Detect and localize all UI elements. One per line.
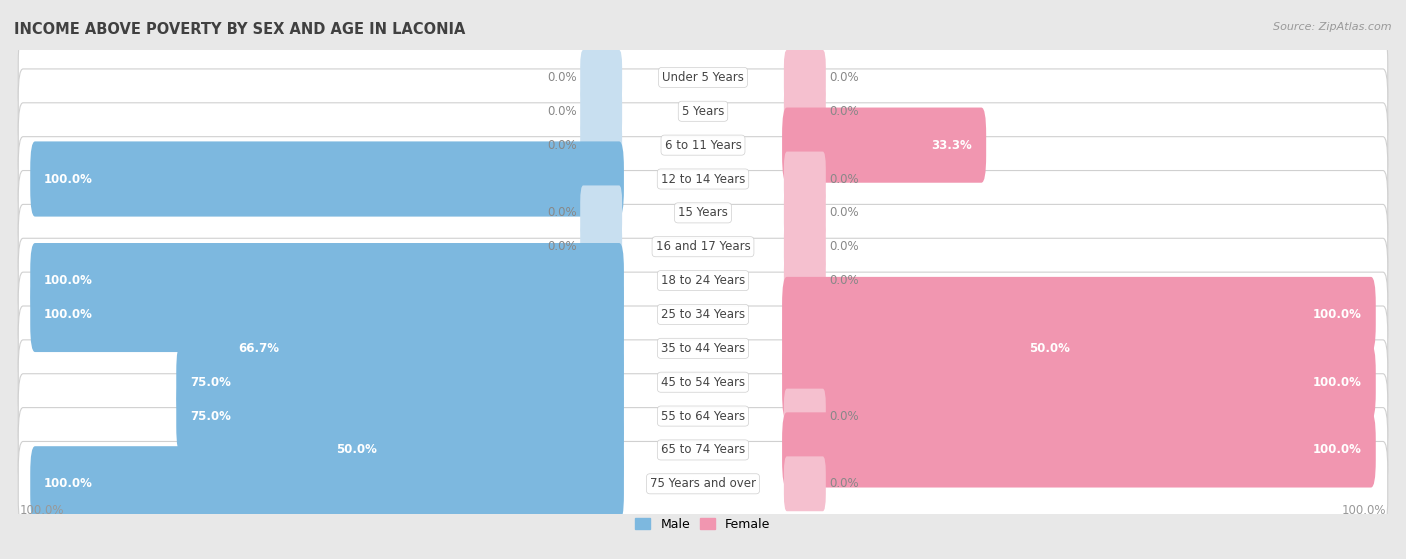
- FancyBboxPatch shape: [322, 413, 624, 487]
- Text: 0.0%: 0.0%: [547, 240, 578, 253]
- FancyBboxPatch shape: [18, 103, 1388, 187]
- Text: 0.0%: 0.0%: [547, 105, 578, 118]
- Text: 55 to 64 Years: 55 to 64 Years: [661, 410, 745, 423]
- FancyBboxPatch shape: [18, 340, 1388, 424]
- Text: 100.0%: 100.0%: [44, 173, 93, 186]
- FancyBboxPatch shape: [176, 344, 624, 420]
- Text: 12 to 14 Years: 12 to 14 Years: [661, 173, 745, 186]
- FancyBboxPatch shape: [31, 141, 624, 216]
- FancyBboxPatch shape: [581, 186, 621, 240]
- FancyBboxPatch shape: [18, 408, 1388, 492]
- Text: 100.0%: 100.0%: [1313, 308, 1362, 321]
- FancyBboxPatch shape: [31, 446, 624, 522]
- Text: 0.0%: 0.0%: [547, 71, 578, 84]
- Text: 100.0%: 100.0%: [20, 504, 65, 517]
- FancyBboxPatch shape: [785, 389, 825, 443]
- Text: 100.0%: 100.0%: [1313, 376, 1362, 389]
- Text: 0.0%: 0.0%: [828, 173, 859, 186]
- FancyBboxPatch shape: [176, 378, 624, 454]
- FancyBboxPatch shape: [31, 277, 624, 352]
- Text: 0.0%: 0.0%: [828, 274, 859, 287]
- Text: 0.0%: 0.0%: [828, 410, 859, 423]
- Text: 66.7%: 66.7%: [239, 342, 280, 355]
- FancyBboxPatch shape: [785, 50, 825, 105]
- Text: 18 to 24 Years: 18 to 24 Years: [661, 274, 745, 287]
- FancyBboxPatch shape: [581, 84, 621, 139]
- FancyBboxPatch shape: [18, 170, 1388, 255]
- Text: 100.0%: 100.0%: [44, 308, 93, 321]
- FancyBboxPatch shape: [581, 50, 621, 105]
- FancyBboxPatch shape: [785, 84, 825, 139]
- Text: 5 Years: 5 Years: [682, 105, 724, 118]
- Text: 50.0%: 50.0%: [1029, 342, 1070, 355]
- Text: 16 and 17 Years: 16 and 17 Years: [655, 240, 751, 253]
- Text: Under 5 Years: Under 5 Years: [662, 71, 744, 84]
- FancyBboxPatch shape: [18, 306, 1388, 391]
- FancyBboxPatch shape: [18, 35, 1388, 120]
- FancyBboxPatch shape: [18, 69, 1388, 154]
- Text: 0.0%: 0.0%: [828, 71, 859, 84]
- FancyBboxPatch shape: [785, 219, 825, 274]
- Text: 75.0%: 75.0%: [190, 410, 231, 423]
- Text: 75.0%: 75.0%: [190, 376, 231, 389]
- Text: INCOME ABOVE POVERTY BY SEX AND AGE IN LACONIA: INCOME ABOVE POVERTY BY SEX AND AGE IN L…: [14, 22, 465, 37]
- FancyBboxPatch shape: [225, 311, 624, 386]
- Text: 65 to 74 Years: 65 to 74 Years: [661, 443, 745, 457]
- Text: 33.3%: 33.3%: [932, 139, 973, 151]
- Text: 100.0%: 100.0%: [1341, 504, 1386, 517]
- FancyBboxPatch shape: [785, 456, 825, 511]
- Text: 0.0%: 0.0%: [547, 206, 578, 219]
- Text: 100.0%: 100.0%: [44, 274, 93, 287]
- Text: 25 to 34 Years: 25 to 34 Years: [661, 308, 745, 321]
- Text: 6 to 11 Years: 6 to 11 Years: [665, 139, 741, 151]
- Text: 35 to 44 Years: 35 to 44 Years: [661, 342, 745, 355]
- Text: 0.0%: 0.0%: [828, 206, 859, 219]
- FancyBboxPatch shape: [782, 344, 1375, 420]
- FancyBboxPatch shape: [785, 151, 825, 206]
- FancyBboxPatch shape: [18, 205, 1388, 289]
- Text: 0.0%: 0.0%: [828, 477, 859, 490]
- Text: 15 Years: 15 Years: [678, 206, 728, 219]
- Text: 100.0%: 100.0%: [44, 477, 93, 490]
- FancyBboxPatch shape: [18, 374, 1388, 458]
- Text: 100.0%: 100.0%: [1313, 443, 1362, 457]
- Text: 45 to 54 Years: 45 to 54 Years: [661, 376, 745, 389]
- FancyBboxPatch shape: [785, 186, 825, 240]
- Text: 0.0%: 0.0%: [547, 139, 578, 151]
- Text: Source: ZipAtlas.com: Source: ZipAtlas.com: [1274, 22, 1392, 32]
- Legend: Male, Female: Male, Female: [630, 513, 776, 536]
- FancyBboxPatch shape: [18, 136, 1388, 221]
- FancyBboxPatch shape: [782, 413, 1375, 487]
- FancyBboxPatch shape: [18, 272, 1388, 357]
- FancyBboxPatch shape: [18, 238, 1388, 323]
- FancyBboxPatch shape: [782, 277, 1375, 352]
- Text: 0.0%: 0.0%: [828, 105, 859, 118]
- FancyBboxPatch shape: [782, 107, 986, 183]
- FancyBboxPatch shape: [581, 118, 621, 173]
- Text: 75 Years and over: 75 Years and over: [650, 477, 756, 490]
- FancyBboxPatch shape: [785, 253, 825, 308]
- FancyBboxPatch shape: [18, 442, 1388, 526]
- FancyBboxPatch shape: [581, 219, 621, 274]
- Text: 50.0%: 50.0%: [336, 443, 377, 457]
- FancyBboxPatch shape: [31, 243, 624, 318]
- Text: 0.0%: 0.0%: [828, 240, 859, 253]
- FancyBboxPatch shape: [782, 311, 1084, 386]
